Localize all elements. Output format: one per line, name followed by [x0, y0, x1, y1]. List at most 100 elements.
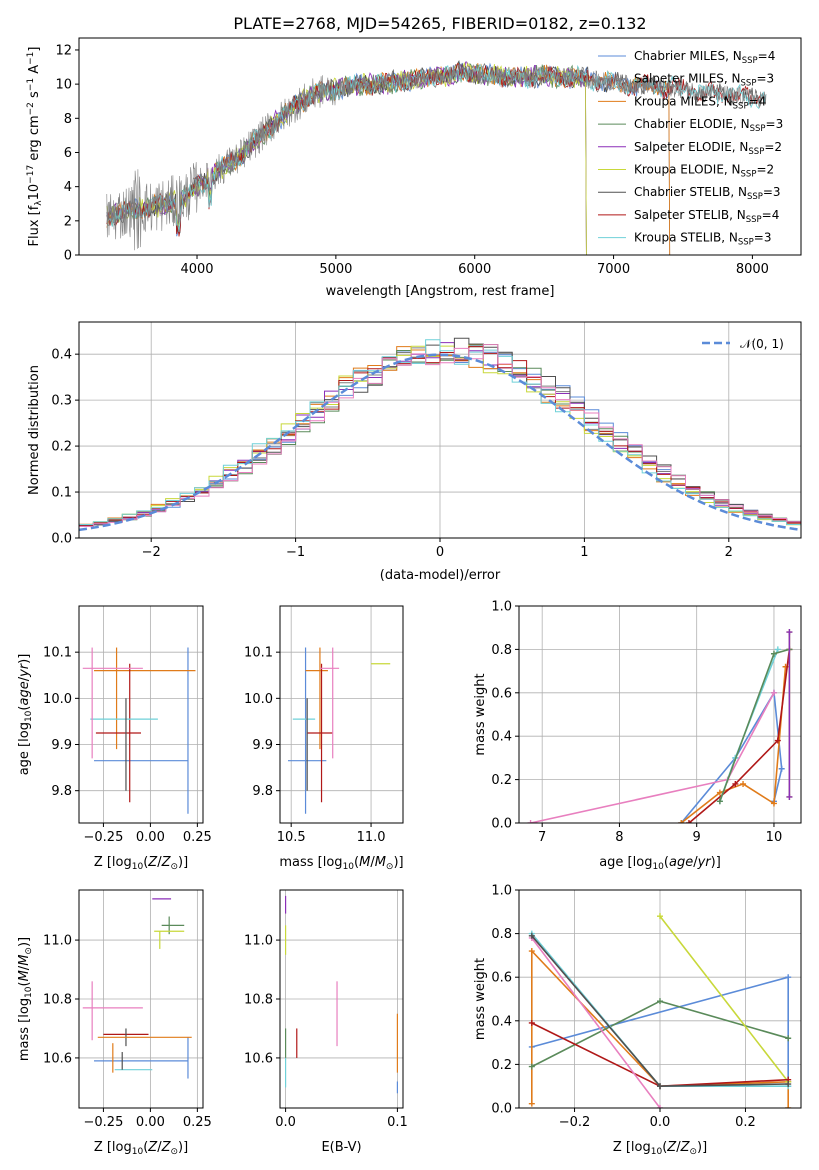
plot-area — [287, 647, 391, 814]
legend-entry: Salpeter STELIB, NSSP=4 — [634, 208, 779, 225]
panel-mass_vs_ebv: 0.0 0.1 10.6 10.8 11.0 E(B-V) — [244, 889, 408, 1155]
y-tick-label: 2 — [64, 214, 72, 229]
y-tick-label: 0.6 — [491, 686, 512, 701]
model-spectrum-chabrier_elodie — [106, 62, 587, 255]
axes-frame — [78, 605, 204, 824]
x-tick-label: 8000 — [736, 262, 769, 277]
y-tick-label: 0.2 — [491, 773, 512, 788]
x-tick-label: 0.25 — [183, 830, 212, 845]
panel-age_vs_mass: 10.5 11.0 9.8 9.9 10.0 10.1 mass [log10(M/M⊙)] — [244, 605, 404, 872]
legend-entry: Kroupa STELIB, NSSP=3 — [634, 231, 772, 248]
weight-marker — [657, 1105, 663, 1108]
x-tick-label: 6000 — [458, 262, 491, 277]
panel-mass_vs_Z: −0.25 0.00 0.25 10.6 10.8 11.0 Z [log10(Z/Z⊙)]… — [17, 889, 212, 1157]
x-tick-label: 11.0 — [357, 830, 386, 845]
x-tick-label: 0 — [436, 545, 444, 560]
legend-entry: Salpeter MILES, NSSP=3 — [634, 72, 774, 89]
y-tick-label: 0.4 — [491, 1014, 512, 1029]
model-spectrum-kroupa_elodie — [106, 61, 587, 255]
y-tick-label: 0.4 — [51, 348, 72, 363]
weight-marker — [732, 780, 739, 787]
y-tick-label: 4 — [64, 180, 72, 195]
figure-title: PLATE=2768, MJD=54265, FIBERID=0182, z=0… — [233, 14, 646, 33]
legend-entry: 𝒩(0, 1) — [740, 337, 784, 351]
y-tick-label: 0.8 — [491, 643, 512, 658]
normal-curve — [79, 353, 801, 532]
axes-frame — [279, 889, 404, 1109]
weight-marker — [786, 629, 793, 636]
weight-marker — [785, 1035, 792, 1042]
x-tick-label: 0.0 — [650, 1115, 671, 1130]
x-tick-label: 0.0 — [275, 1115, 296, 1130]
weight-marker — [740, 780, 747, 787]
y-axis-label: age [log10(age/yr)] — [17, 654, 34, 776]
weight-marker — [774, 737, 781, 744]
weight-line-pink — [531, 937, 661, 1108]
y-tick-label: 0.2 — [51, 440, 72, 455]
axes-frame — [78, 889, 204, 1109]
x-tick-label: −1 — [286, 545, 305, 560]
y-tick-label: 0.0 — [491, 1102, 512, 1117]
weight-marker — [774, 646, 781, 653]
x-axis-label: E(B-V) — [321, 1140, 361, 1155]
weight-marker — [528, 1019, 535, 1026]
y-tick-label: 9.8 — [51, 784, 72, 799]
weight-marker — [786, 793, 793, 800]
y-tick-label: 0.0 — [491, 817, 512, 832]
y-tick-label: 10.1 — [244, 646, 273, 661]
plot-area — [82, 647, 196, 814]
weight-marker — [528, 932, 535, 939]
x-tick-label: −0.2 — [559, 1115, 591, 1130]
weight-line-salpeter_stelib — [688, 649, 791, 823]
axes-frame — [78, 321, 802, 539]
legend-entry: Chabrier STELIB, NSSP=3 — [634, 185, 781, 202]
x-tick-label: 7000 — [597, 262, 630, 277]
weight-marker — [785, 1081, 792, 1088]
panel-weight_vs_Z: −0.2 0.0 0.2 0.0 0.2 0.4 0.6 0.8 1.0 Z [log10(Z/Z… — [473, 884, 802, 1157]
x-tick-label: 10.5 — [277, 830, 306, 845]
x-tick-label: 0.00 — [136, 1115, 165, 1130]
x-axis-label: (data-model)/error — [380, 568, 501, 583]
y-tick-label: 10 — [55, 78, 72, 93]
weight-marker — [770, 800, 777, 807]
y-axis-label: Flux [fλ10−17 erg cm−2 s−1 A−1] — [26, 47, 44, 247]
weight-marker — [528, 1100, 535, 1107]
y-tick-label: 12 — [55, 43, 72, 58]
axes-frame — [78, 37, 802, 256]
y-tick-label: 1.0 — [491, 884, 512, 899]
x-axis-label: Z [log10(Z/Z⊙)] — [94, 1140, 188, 1157]
x-tick-label: 0.00 — [136, 830, 165, 845]
y-tick-label: 0.1 — [51, 486, 72, 501]
y-axis-label: mass weight — [473, 673, 488, 755]
axes-frame — [279, 605, 404, 824]
y-tick-label: 11.0 — [43, 934, 72, 949]
plot-area — [284, 895, 399, 1094]
y-tick-label: 0.4 — [491, 730, 512, 745]
y-tick-label: 11.0 — [244, 934, 273, 949]
y-tick-label: 9.8 — [252, 784, 273, 799]
plot-area — [528, 913, 792, 1108]
legend-entry: Salpeter ELODIE, NSSP=2 — [634, 140, 782, 157]
y-tick-label: 9.9 — [51, 738, 72, 753]
weight-marker — [785, 974, 792, 981]
y-tick-label: 1.0 — [491, 600, 512, 615]
histogram-kroupa_stelib — [79, 339, 801, 528]
x-axis-label: Z [log10(Z/Z⊙)] — [94, 855, 188, 872]
x-axis-label: age [log10(age/yr)] — [599, 855, 721, 872]
y-tick-label: 0.0 — [51, 532, 72, 547]
weight-line-kroupa_elodie — [659, 915, 789, 1083]
x-tick-label: 0.1 — [387, 1115, 408, 1130]
weight-marker — [657, 913, 663, 920]
axes-frame — [518, 889, 802, 1109]
y-tick-label: 0.8 — [491, 927, 512, 942]
y-tick-label: 0.6 — [491, 971, 512, 986]
panel-weight_vs_age: 7 8 9 10 0.0 0.2 0.4 0.6 0.8 1.0 age [log10(age/yr… — [473, 600, 802, 872]
weight-marker — [528, 1063, 535, 1070]
weight-marker — [528, 948, 535, 955]
observed-spectrum — [106, 63, 767, 251]
panel-spectrum: 4000 5000 6000 7000 8000 0 2 4 6 8 10 12 Chabrier MI… — [26, 37, 802, 299]
x-tick-label: 0.25 — [183, 1115, 212, 1130]
histogram-pink — [79, 344, 801, 529]
weight-marker — [678, 820, 685, 823]
